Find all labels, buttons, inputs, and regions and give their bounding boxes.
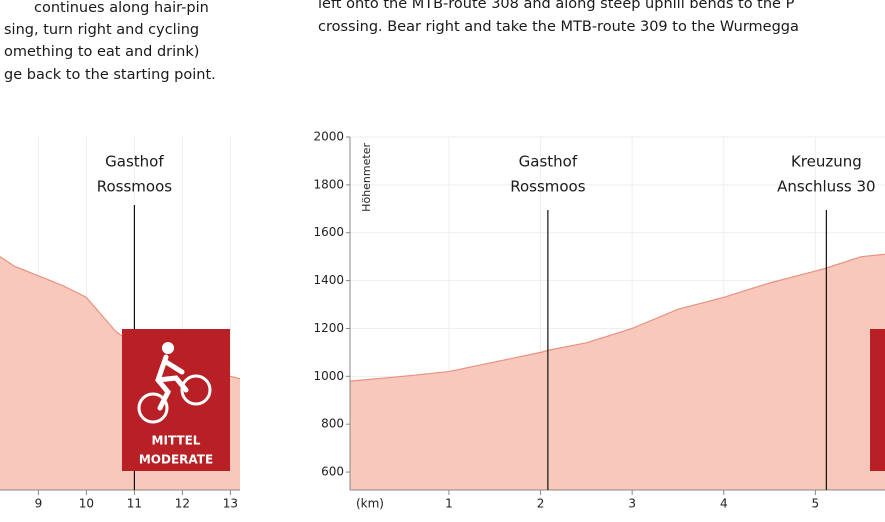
annotation-text: Kreuzung [791, 153, 862, 171]
y-tick-label: 1400 [313, 273, 344, 287]
body [155, 354, 189, 411]
paragraph-line: crossing. Bear right and take the MTB-ro… [318, 19, 799, 35]
head [162, 342, 174, 354]
x-tick-label: 5 [812, 497, 820, 511]
paragraph-line: left onto the MTB-route 308 and along st… [318, 0, 795, 12]
profile-line [349, 253, 885, 382]
x-tick-label: 10 [79, 497, 94, 511]
y-tick-label: 800 [321, 417, 344, 431]
paragraph-line: continues along hair-pin [34, 0, 209, 16]
x-tick-label: 13 [223, 497, 238, 511]
x-axis-label: (km) [356, 497, 384, 511]
paragraph-line: sing, turn right and cycling [4, 22, 199, 38]
difficulty-badge [870, 329, 885, 471]
y-tick-label: 1800 [313, 177, 344, 191]
difficulty-badge [122, 329, 230, 471]
x-tick-label: 3 [628, 497, 636, 511]
annotation-text: Anschluss 30 [777, 178, 876, 196]
cyclist-icon [137, 342, 212, 424]
y-tick-label: 2000 [313, 130, 344, 144]
annotation-text: Gasthof [105, 153, 164, 171]
badge-text: MITTEL [152, 434, 201, 448]
wheel [137, 392, 169, 424]
x-tick-label: 4 [720, 497, 728, 511]
annotation-text: Rossmoos [97, 178, 173, 196]
y-tick-label: 600 [321, 465, 344, 479]
y-tick-label: 1200 [313, 321, 344, 335]
annotation-text: Rossmoos [510, 178, 586, 196]
annotation-text: Gasthof [519, 153, 578, 171]
x-tick-label: 11 [127, 497, 142, 511]
wheel [180, 374, 212, 406]
y-tick-label: 1600 [313, 225, 344, 239]
x-tick-label: 2 [537, 497, 545, 511]
y-tick-label: 1000 [313, 369, 344, 383]
paragraph-line: omething to eat and drink) [4, 44, 199, 60]
area [350, 254, 885, 490]
x-tick-label: 12 [175, 497, 190, 511]
x-tick-label: 1 [445, 497, 453, 511]
paragraph-line: ge back to the starting point. [4, 67, 216, 83]
y-axis-label: Höhenmeter [360, 143, 373, 212]
x-tick-label: 9 [35, 497, 43, 511]
badge-text: MODERATE [139, 453, 213, 467]
